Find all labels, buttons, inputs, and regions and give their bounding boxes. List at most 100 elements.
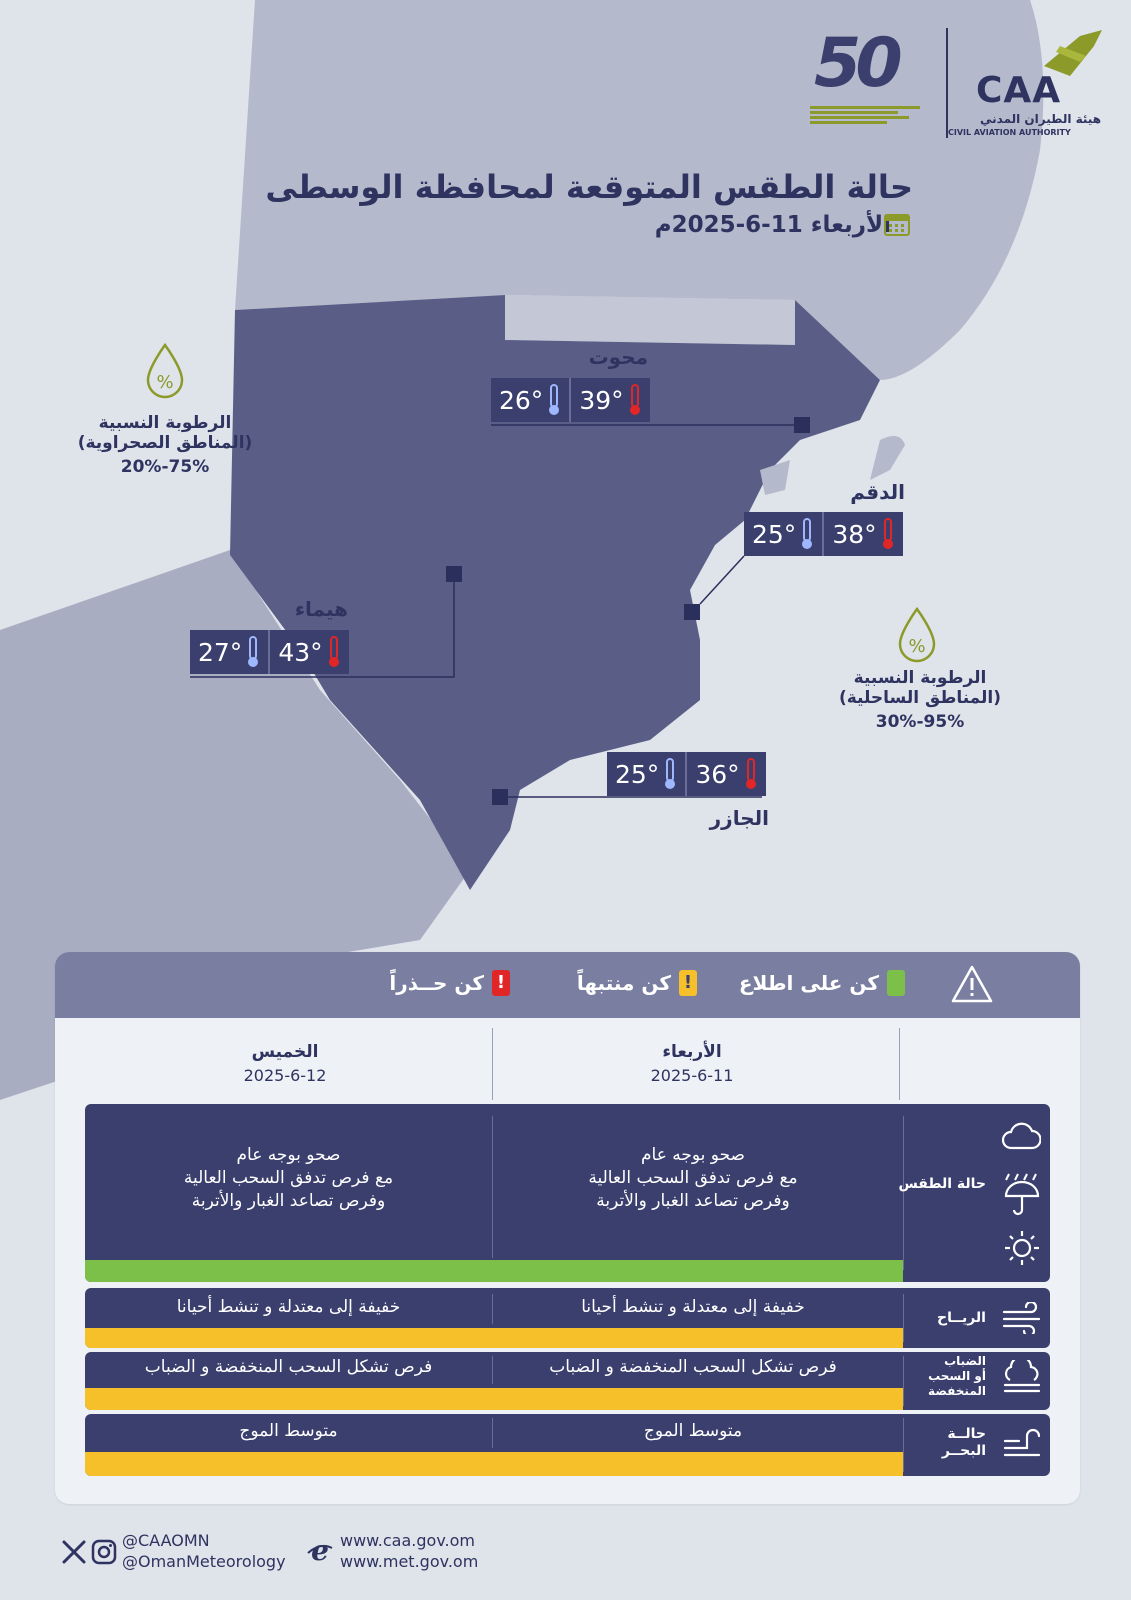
city-name-haima: هيماء	[294, 597, 348, 621]
wusta-governorate	[230, 295, 880, 890]
row-label-weather: حالة الطقس	[898, 1176, 986, 1192]
marker-mahout	[794, 417, 810, 433]
cell-divider	[903, 1356, 904, 1406]
web-link-caa[interactable]: www.caa.gov.om	[340, 1531, 475, 1550]
sea-day1: متوسط الموج	[643, 1421, 743, 1441]
temp-max-jazer: 36°	[685, 752, 765, 796]
temp-box-mahout: 26° 39°	[491, 378, 650, 422]
city-name-mahout: محوت	[588, 345, 648, 369]
caa-arabic-name: هيئة الطيران المدني	[980, 112, 1102, 126]
web-link-met[interactable]: www.met.gov.om	[340, 1552, 479, 1571]
social-handle-caa[interactable]: @CAAOMN	[122, 1531, 210, 1550]
humidity-drop-icon: %	[146, 342, 184, 399]
header-divider	[492, 1028, 493, 1100]
caa-english-name: CIVIL AVIATION AUTHORITY	[948, 128, 1071, 137]
fog-status-bar	[85, 1388, 903, 1410]
thermometer-cold-icon	[665, 758, 676, 789]
legend-item-aware: كن على اطلاع	[739, 970, 905, 996]
humidity-coastal-title: الرطوبة النسبية	[853, 668, 987, 688]
web-icon[interactable]: e	[305, 1536, 335, 1566]
thermometer-hot-icon	[745, 758, 756, 789]
humidity-desert: الرطوبة النسبية (المناطق الصحراوية) 75%-…	[60, 413, 270, 477]
temp-box-haima: 27° 43°	[190, 630, 349, 674]
humidity-coastal: الرطوبة النسبية (المناطق الساحلية) 95%-3…	[815, 668, 1025, 732]
island-small	[760, 460, 790, 495]
logo-divider	[946, 28, 948, 138]
x-icon[interactable]	[60, 1538, 88, 1566]
humidity-desert-area: (المناطق الصحراوية)	[77, 433, 253, 453]
forecast-panel: كن على اطلاع ! كن منتبهاً ! كن حــذراً ا…	[55, 952, 1080, 1504]
temp-max-duqm: 38°	[822, 512, 902, 556]
fog-day1: فرص تشكل السحب المنخفضة و الضباب	[549, 1357, 837, 1377]
marker-duqm	[684, 604, 700, 620]
row-weather: صحو بوجه عام مع فرص تدفق السحب العالية و…	[85, 1104, 1050, 1282]
svg-text:e: e	[311, 1536, 329, 1566]
row-label-fog: الضباب أو السحب المنخفضة	[928, 1354, 986, 1398]
weather-day1: صحو بوجه عام مع فرص تدفق السحب العالية و…	[588, 1145, 798, 1211]
humidity-drop-icon: %	[898, 606, 936, 663]
svg-text:%: %	[908, 636, 925, 657]
legend-swatch-yellow: !	[679, 970, 697, 996]
warning-triangle-icon	[951, 965, 993, 1003]
row-label-sea: حالــة البحــر	[941, 1426, 986, 1459]
social-handle-met[interactable]: @OmanMeteorology	[122, 1552, 286, 1571]
sea-status-bar	[85, 1452, 903, 1476]
thermometer-cold-icon	[549, 384, 560, 415]
city-name-jazer: الجازر	[709, 806, 769, 830]
page-title: حالة الطقس المتوقعة لمحافظة الوسطى	[265, 168, 913, 206]
temp-max-mahout: 39°	[569, 378, 649, 422]
wave-icon	[1003, 1428, 1041, 1457]
sea-day2: متوسط الموج	[239, 1421, 338, 1441]
cell-divider	[903, 1418, 904, 1472]
leader-duqm	[699, 555, 745, 605]
header-divider	[899, 1028, 900, 1100]
leader-haima	[190, 582, 455, 678]
weather-status-bar	[85, 1260, 903, 1282]
masirah-island	[870, 436, 905, 480]
sun-icon	[1005, 1231, 1039, 1265]
wind-status-bar	[85, 1328, 903, 1348]
wind-day2: خفيفة إلى معتدلة و تنشط أحيانا	[176, 1297, 401, 1317]
thermometer-hot-icon	[882, 518, 893, 549]
wind-day1: خفيفة إلى معتدلة و تنشط أحيانا	[581, 1297, 805, 1317]
thermometer-hot-icon	[629, 384, 640, 415]
calendar-icon	[884, 214, 910, 236]
cell-divider	[492, 1418, 493, 1448]
svg-text:%: %	[156, 372, 173, 393]
social-handles: @CAAOMN @OmanMeteorology	[122, 1530, 286, 1572]
legend-swatch-red: !	[492, 970, 510, 996]
city-markers	[446, 417, 810, 805]
instagram-icon[interactable]	[90, 1538, 118, 1566]
cloud-icon	[1001, 1122, 1041, 1150]
humidity-coastal-value: 95%-30%	[875, 712, 965, 732]
thermometer-cold-icon	[802, 518, 813, 549]
page-date: الأربعاء 11-6-2025م	[654, 212, 891, 238]
temp-min-jazer: 25°	[607, 752, 685, 796]
caa-logo-icon	[1044, 30, 1102, 76]
temp-box-duqm: 25° 38°	[744, 512, 903, 556]
weather-day2: صحو بوجه عام مع فرص تدفق السحب العالية و…	[183, 1145, 394, 1211]
row-fog: فرص تشكل السحب المنخفضة و الضباب فرص تشك…	[85, 1352, 1050, 1410]
day-header-thursday: الخميس 2025-6-12	[243, 1042, 327, 1085]
humidity-desert-title: الرطوبة النسبية	[98, 413, 232, 433]
wind-icon	[1002, 1302, 1041, 1334]
thermometer-cold-icon	[248, 636, 259, 667]
anniversary-logo: 50	[814, 24, 903, 103]
temp-min-mahout: 26°	[491, 378, 569, 422]
humidity-desert-value: 75%-20%	[120, 457, 210, 477]
leader-lines	[190, 424, 794, 798]
cell-divider	[903, 1294, 904, 1342]
marker-jazer	[492, 789, 508, 805]
thermometer-hot-icon	[328, 636, 339, 667]
warning-legend: كن على اطلاع ! كن منتبهاً ! كن حــذراً	[55, 952, 1080, 1018]
legend-swatch-green	[887, 970, 905, 996]
marker-haima	[446, 566, 462, 582]
row-wind: خفيفة إلى معتدلة و تنشط أحيانا خفيفة إلى…	[85, 1288, 1050, 1348]
temp-min-haima: 27°	[190, 630, 268, 674]
fog-icon	[1003, 1360, 1041, 1393]
fog-day2: فرص تشكل السحب المنخفضة و الضباب	[144, 1357, 433, 1377]
legend-item-cautious: ! كن حــذراً	[389, 970, 510, 996]
temp-min-duqm: 25°	[744, 512, 822, 556]
web-links: www.caa.gov.om www.met.gov.om	[340, 1530, 478, 1572]
